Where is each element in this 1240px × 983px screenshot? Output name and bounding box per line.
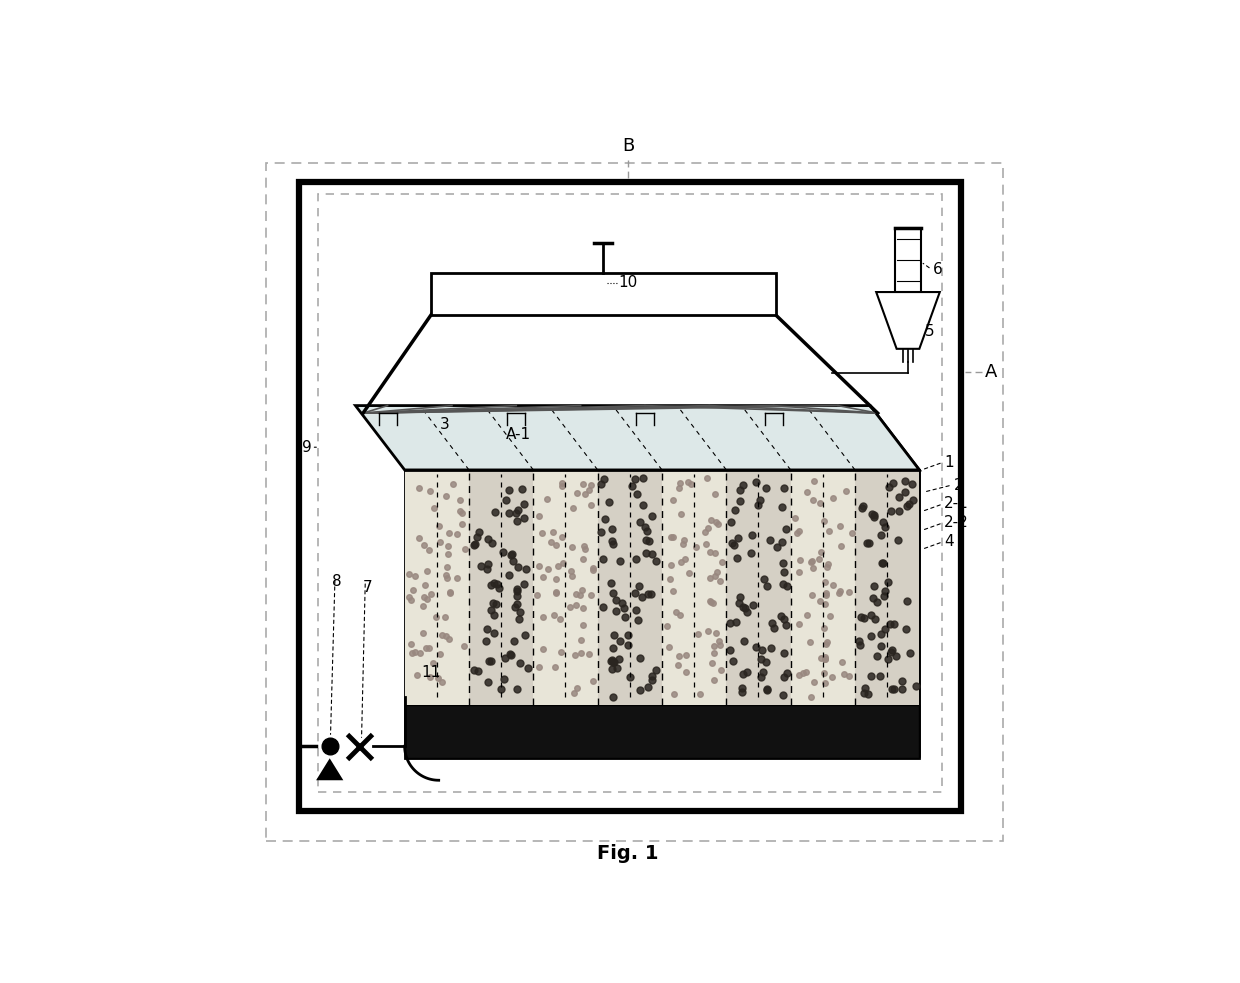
Polygon shape xyxy=(404,470,469,705)
Polygon shape xyxy=(533,470,598,705)
Bar xyxy=(895,228,921,292)
Polygon shape xyxy=(727,470,791,705)
Text: 2: 2 xyxy=(954,478,963,492)
Text: 8: 8 xyxy=(332,574,342,589)
Polygon shape xyxy=(662,470,727,705)
Bar xyxy=(267,163,1003,840)
Text: 6: 6 xyxy=(932,261,942,277)
Polygon shape xyxy=(469,470,533,705)
Text: 9: 9 xyxy=(303,439,312,455)
Text: 7: 7 xyxy=(363,580,372,595)
Text: 10: 10 xyxy=(619,275,637,290)
Text: A-1: A-1 xyxy=(506,427,531,441)
Text: 1: 1 xyxy=(945,455,954,470)
Polygon shape xyxy=(877,292,940,349)
Polygon shape xyxy=(791,470,856,705)
Polygon shape xyxy=(404,470,919,758)
Text: 2-2: 2-2 xyxy=(945,515,970,531)
Polygon shape xyxy=(598,470,662,705)
Polygon shape xyxy=(870,640,919,758)
Bar xyxy=(432,273,775,315)
Bar xyxy=(317,194,942,791)
Text: 5: 5 xyxy=(925,324,934,339)
Text: 3: 3 xyxy=(440,417,450,432)
Text: B: B xyxy=(621,137,634,155)
Polygon shape xyxy=(404,705,919,758)
Bar xyxy=(299,182,961,811)
Text: 4: 4 xyxy=(945,535,954,549)
Text: 2-1: 2-1 xyxy=(945,496,970,511)
Polygon shape xyxy=(856,470,919,705)
Polygon shape xyxy=(870,406,919,758)
Text: Fig. 1: Fig. 1 xyxy=(598,844,658,863)
Text: 11: 11 xyxy=(422,665,440,679)
Polygon shape xyxy=(316,758,343,781)
Text: A: A xyxy=(985,363,997,380)
Polygon shape xyxy=(356,406,919,470)
